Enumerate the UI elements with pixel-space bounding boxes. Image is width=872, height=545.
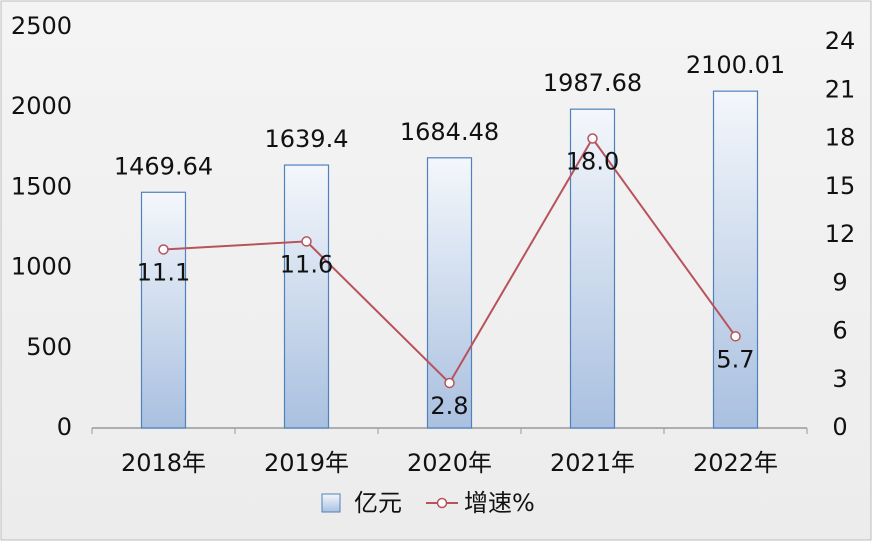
y-tick-label: 0 [57,413,72,441]
bar [712,90,759,429]
data-label: 5.7 [716,345,754,373]
y2-tick-label: 24 [825,27,856,55]
legend-label: 增速% [464,489,535,517]
y2-tick-label: 6 [832,317,847,345]
legend-marker [436,497,448,509]
data-label: 1987.68 [543,69,642,97]
data-label: 18.0 [566,148,619,176]
y-tick-label: 500 [26,333,72,361]
legend-label: 亿元 [354,489,402,517]
data-label: 1639.4 [265,125,349,153]
y2-tick-label: 12 [825,220,856,248]
marker [730,331,741,342]
marker [158,244,169,255]
legend-swatch [321,493,341,513]
x-tick-label: 2020年 [407,449,492,477]
marker [444,377,455,389]
y2-tick-label: 9 [832,268,847,296]
y-tick-label: 1500 [11,172,72,200]
y2-tick-label: 15 [825,172,856,200]
y2-tick-label: 18 [825,124,856,152]
y2-tick-label: 21 [825,75,856,103]
marker [301,236,312,247]
y2-tick-label: 3 [832,365,847,393]
data-label: 1469.64 [114,152,213,180]
data-label: 2.8 [430,392,468,420]
y-tick-label: 1000 [11,253,72,281]
marker [587,133,598,144]
y-tick-label: 2000 [11,92,72,120]
bar [283,164,330,429]
y-tick-label: 2500 [11,12,72,40]
data-label: 1684.48 [400,118,499,146]
x-tick-label: 2022年 [693,449,778,477]
x-tick-label: 2021年 [550,449,635,477]
x-tick-label: 2018年 [121,449,206,477]
x-tick-label: 2019年 [264,449,349,477]
y2-tick-label: 0 [832,413,847,441]
data-label: 2100.01 [686,51,785,79]
data-label: 11.1 [137,258,190,286]
bar [140,191,187,429]
data-label: 11.6 [280,250,333,278]
